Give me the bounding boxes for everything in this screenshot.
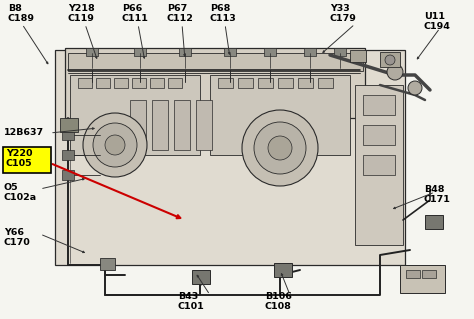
Text: P67
C112: P67 C112 xyxy=(167,4,194,23)
Circle shape xyxy=(408,81,422,95)
Text: B106
C108: B106 C108 xyxy=(265,292,292,311)
Bar xyxy=(179,48,191,56)
Bar xyxy=(152,100,168,150)
Bar xyxy=(96,78,110,88)
Circle shape xyxy=(387,64,403,80)
Bar xyxy=(3,147,51,173)
Bar xyxy=(238,78,253,88)
Bar xyxy=(363,125,395,145)
Circle shape xyxy=(268,136,292,160)
Circle shape xyxy=(254,122,306,174)
Bar xyxy=(196,100,212,150)
Circle shape xyxy=(83,113,147,177)
Circle shape xyxy=(242,110,318,186)
Bar xyxy=(130,100,146,150)
Bar xyxy=(298,78,313,88)
Bar xyxy=(218,78,233,88)
Bar xyxy=(174,100,190,150)
Bar xyxy=(192,270,210,284)
Circle shape xyxy=(385,55,395,65)
Bar xyxy=(425,215,443,229)
Bar xyxy=(350,50,366,62)
Bar xyxy=(134,48,146,56)
Bar xyxy=(62,130,74,140)
Bar xyxy=(100,258,115,270)
Bar xyxy=(68,53,363,71)
Text: B48
C171: B48 C171 xyxy=(424,185,451,204)
Bar xyxy=(224,48,236,56)
Text: B43
C101: B43 C101 xyxy=(178,292,205,311)
Bar xyxy=(318,78,333,88)
Text: Y66
C170: Y66 C170 xyxy=(4,228,31,248)
Text: P66
C111: P66 C111 xyxy=(122,4,149,23)
Bar xyxy=(363,95,395,115)
Bar xyxy=(86,48,98,56)
Bar xyxy=(304,48,316,56)
Bar xyxy=(132,78,146,88)
Text: 12B637: 12B637 xyxy=(4,128,44,137)
Circle shape xyxy=(93,123,137,167)
Text: B8
C189: B8 C189 xyxy=(8,4,35,23)
Text: P68
C113: P68 C113 xyxy=(210,4,237,23)
Bar xyxy=(422,270,436,278)
Bar xyxy=(65,48,365,118)
Bar xyxy=(334,48,346,56)
Bar xyxy=(264,48,276,56)
Text: Y33
C179: Y33 C179 xyxy=(330,4,357,23)
Bar xyxy=(363,155,395,175)
Bar xyxy=(258,78,273,88)
Bar xyxy=(274,263,292,277)
Bar xyxy=(62,170,74,180)
Bar xyxy=(55,50,405,265)
Bar xyxy=(355,85,403,245)
Bar xyxy=(168,78,182,88)
Text: O5
C102a: O5 C102a xyxy=(4,183,37,202)
Text: Y220
C105: Y220 C105 xyxy=(6,149,33,168)
Bar xyxy=(400,265,445,293)
Bar xyxy=(210,75,350,155)
Bar xyxy=(114,78,128,88)
Circle shape xyxy=(105,135,125,155)
Text: Y218
C119: Y218 C119 xyxy=(68,4,95,23)
Bar xyxy=(278,78,293,88)
Bar xyxy=(380,52,400,67)
Bar xyxy=(62,150,74,160)
Bar xyxy=(150,78,164,88)
Bar xyxy=(70,75,200,155)
Bar xyxy=(78,78,92,88)
Text: U11
C194: U11 C194 xyxy=(424,12,451,31)
Bar xyxy=(60,118,78,132)
Bar xyxy=(406,270,420,278)
